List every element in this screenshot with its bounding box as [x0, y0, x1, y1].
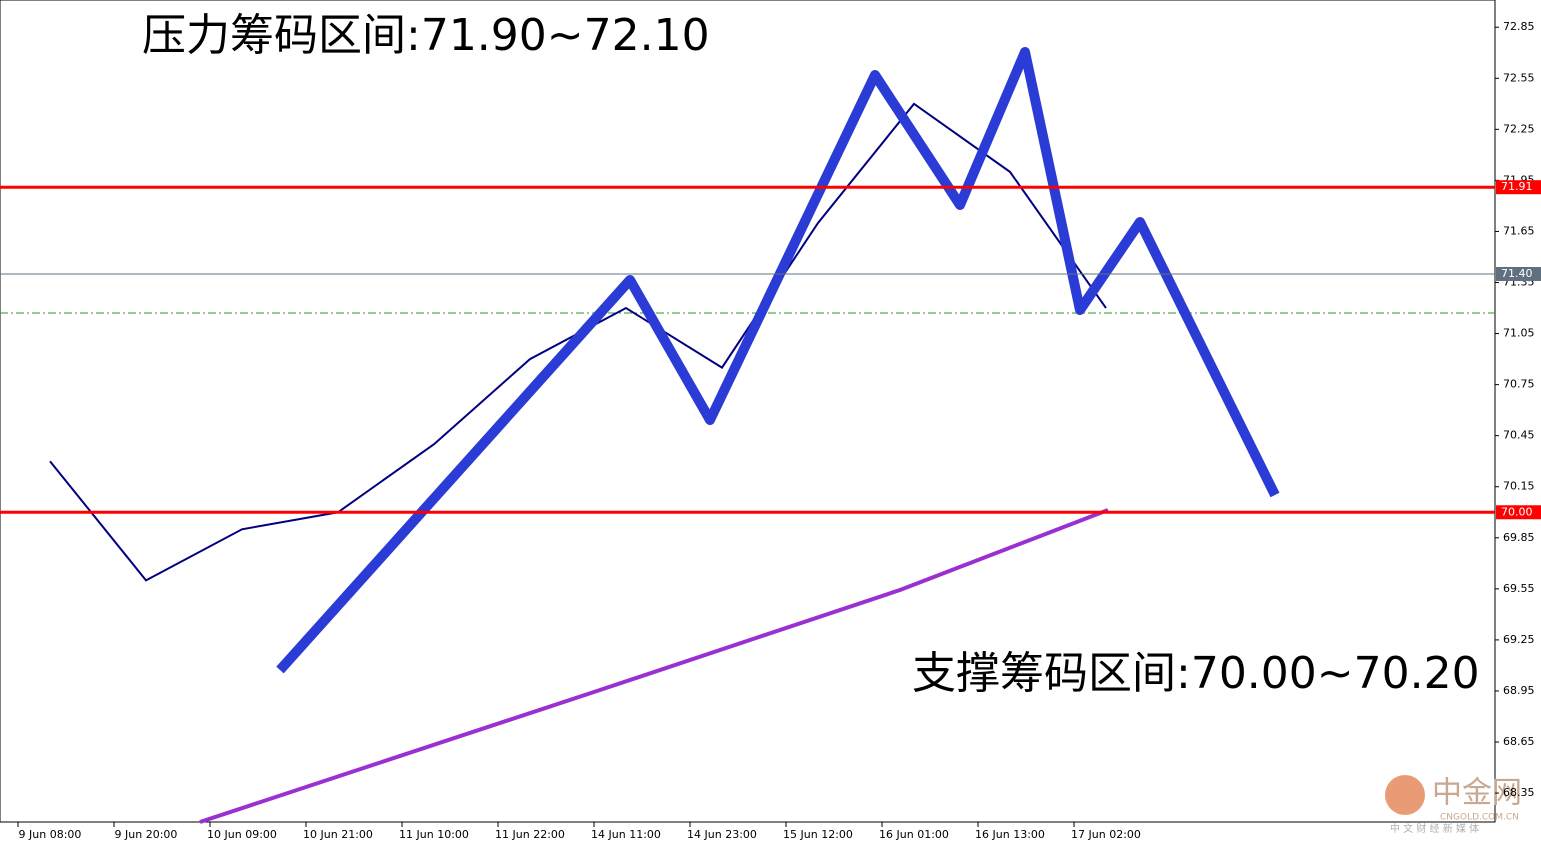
level-label: 71.40 — [1501, 267, 1533, 280]
watermark-site: CNGOLD.COM.CN — [1440, 813, 1519, 823]
level-label: 70.00 — [1501, 505, 1533, 518]
x-tick-label: 14 Jun 23:00 — [687, 828, 757, 841]
x-tick-label: 10 Jun 09:00 — [207, 828, 277, 841]
y-tick-label: 69.25 — [1503, 633, 1535, 646]
y-tick-label: 68.65 — [1503, 735, 1535, 748]
plot-frame — [0, 0, 1496, 823]
x-tick-label: 9 Jun 08:00 — [19, 828, 82, 841]
watermark-slogan: 中 文 财 经 新 媒 体 — [1390, 822, 1479, 835]
y-tick-label: 72.85 — [1503, 20, 1535, 33]
resistance-note: 压力筹码区间:71.90~72.10 — [142, 10, 710, 61]
y-tick-label: 70.15 — [1503, 480, 1535, 493]
y-tick-label: 71.05 — [1503, 327, 1535, 340]
level-label: 71.91 — [1501, 180, 1533, 193]
x-tick-label: 16 Jun 13:00 — [975, 828, 1045, 841]
level-tag — [1496, 505, 1541, 520]
level-tag — [1496, 180, 1541, 195]
y-tick-label: 68.35 — [1503, 786, 1535, 799]
ma-line — [199, 508, 1109, 824]
y-tick-label: 72.55 — [1503, 71, 1535, 84]
x-tick-label: 17 Jun 02:00 — [1071, 828, 1141, 841]
y-tick-label: 68.95 — [1503, 684, 1535, 697]
y-tick-label: 69.55 — [1503, 582, 1535, 595]
watermark-name: 中金网 — [1432, 776, 1522, 811]
support-note: 支撑筹码区间:70.00~70.20 — [912, 648, 1480, 699]
level-tag — [1496, 267, 1541, 281]
y-tick-label: 70.75 — [1503, 378, 1535, 391]
y-tick-label: 72.25 — [1503, 122, 1535, 135]
x-tick-label: 9 Jun 20:00 — [115, 828, 178, 841]
y-tick-label: 69.85 — [1503, 531, 1535, 544]
arrows — [276, 47, 1280, 674]
y-tick-label: 70.45 — [1503, 429, 1535, 442]
logo — [1385, 775, 1425, 815]
x-tick-label: 14 Jun 11:00 — [591, 828, 661, 841]
y-tick-label: 71.65 — [1503, 224, 1535, 237]
x-tick-label: 11 Jun 10:00 — [399, 828, 469, 841]
x-tick-label: 16 Jun 01:00 — [879, 828, 949, 841]
x-tick-label: 10 Jun 21:00 — [303, 828, 373, 841]
x-tick-label: 11 Jun 22:00 — [495, 828, 565, 841]
x-tick-label: 15 Jun 12:00 — [783, 828, 853, 841]
